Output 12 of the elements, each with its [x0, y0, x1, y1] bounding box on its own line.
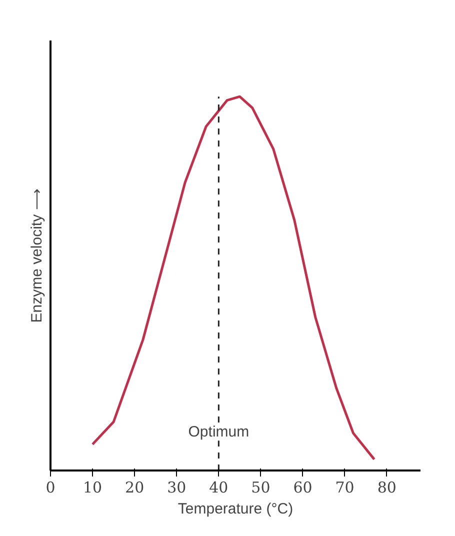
x-tick-label: 30 [167, 478, 186, 496]
x-tick-label: 10 [83, 478, 102, 496]
x-tick-label: 60 [293, 478, 312, 496]
x-tick-label: 80 [377, 478, 396, 496]
x-tick-label: 0 [46, 478, 56, 496]
x-tick-label: 50 [251, 478, 270, 496]
x-tick-label: 70 [335, 478, 354, 496]
x-tick-label: 20 [125, 478, 144, 496]
x-tick-label: 40 [209, 478, 228, 496]
y-axis-title: Enzyme velocity ⟶ [28, 188, 46, 323]
ref-line-label: Optimum [188, 424, 250, 441]
x-axis-title: Temperature (°C) [178, 500, 294, 518]
